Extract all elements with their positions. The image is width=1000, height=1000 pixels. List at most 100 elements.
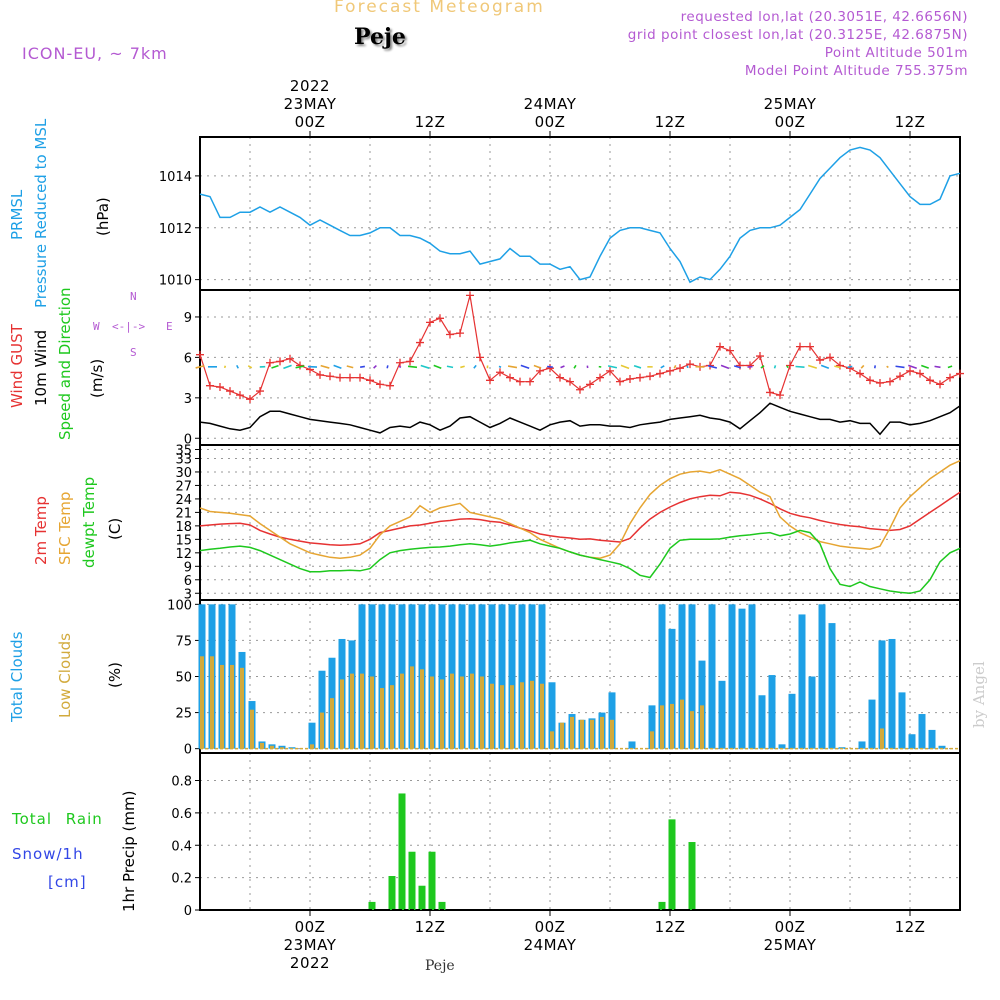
rain-bar bbox=[428, 851, 436, 910]
y-tick-label: 0.6 bbox=[171, 807, 192, 822]
gust-point bbox=[946, 373, 954, 382]
panel-frame bbox=[199, 752, 961, 911]
gust-point bbox=[286, 354, 294, 363]
time-tick-label: 12Z bbox=[415, 918, 446, 936]
low-clouds-bar bbox=[400, 673, 404, 749]
gust-point bbox=[956, 369, 964, 378]
gust-point bbox=[216, 383, 224, 392]
total-clouds-bar bbox=[548, 682, 556, 749]
total-clouds-bar bbox=[738, 608, 746, 749]
low-clouds-bar bbox=[490, 683, 494, 749]
gust-point bbox=[346, 373, 354, 382]
total-clouds-bar bbox=[818, 604, 826, 749]
gust-point bbox=[726, 346, 734, 355]
gust-point bbox=[316, 370, 324, 379]
wind-direction-arrow bbox=[620, 364, 630, 370]
gust-point bbox=[586, 380, 594, 389]
wind-direction-arrow bbox=[223, 365, 227, 369]
low-clouds-bar bbox=[370, 676, 374, 749]
time-tick-label: 00Z bbox=[295, 918, 326, 936]
wind-direction-arrow bbox=[760, 364, 765, 369]
low-clouds-bar bbox=[430, 676, 434, 749]
time-tick-label: 25MAY bbox=[764, 936, 817, 954]
low-clouds-bar bbox=[670, 703, 674, 749]
location-title: Peje bbox=[354, 24, 406, 50]
low-clouds-bar bbox=[410, 666, 414, 749]
wind-direction-arrow bbox=[295, 365, 305, 369]
total-clouds-bar bbox=[388, 604, 396, 749]
gust-point bbox=[566, 377, 574, 386]
total-clouds-bar bbox=[728, 604, 736, 749]
gust-point bbox=[826, 353, 834, 362]
gust-point bbox=[276, 357, 284, 366]
low-clouds-bar bbox=[590, 719, 594, 749]
y-tick-label: 75 bbox=[175, 634, 192, 649]
time-tick-label: 25MAY bbox=[764, 95, 817, 113]
y-tick-label: 15 bbox=[175, 533, 192, 548]
y-tick-label: 0.4 bbox=[171, 839, 192, 854]
total-clouds-bar bbox=[798, 614, 806, 749]
gust-point bbox=[746, 361, 754, 370]
low-clouds-bar bbox=[610, 719, 614, 749]
total-clouds-bar bbox=[488, 604, 496, 749]
low-clouds-bar bbox=[550, 731, 554, 749]
panel-frame bbox=[199, 444, 961, 601]
gust-point bbox=[226, 387, 234, 396]
time-tick-label: 00Z bbox=[775, 918, 806, 936]
info-point-altitude: Point Altitude 501m bbox=[824, 45, 968, 61]
wind-direction-arrow bbox=[433, 364, 442, 369]
low-clouds-bar bbox=[250, 709, 254, 749]
wind-direction-arrow bbox=[420, 364, 430, 369]
time-tick-label: 24MAY bbox=[524, 95, 577, 113]
dewpt-line bbox=[199, 529, 961, 595]
low-clouds-bar bbox=[270, 745, 274, 749]
wind-direction-arrow bbox=[283, 364, 292, 370]
total-clouds-bar bbox=[808, 676, 816, 749]
total-clouds-bar bbox=[498, 604, 506, 749]
total-clouds-bar bbox=[758, 695, 766, 749]
gust-point bbox=[576, 385, 584, 394]
wind-direction-arrow bbox=[386, 365, 389, 369]
gust-point bbox=[376, 380, 384, 389]
compass-w: W bbox=[93, 320, 100, 333]
wind-direction-arrow bbox=[895, 365, 905, 369]
low-clouds-bar bbox=[500, 685, 504, 749]
y-tick-label: 27 bbox=[175, 479, 192, 494]
gust-point bbox=[656, 369, 664, 378]
y-tick-label: 12 bbox=[175, 547, 192, 562]
footer-location: Peje bbox=[425, 958, 455, 974]
y-tick-label: 21 bbox=[175, 506, 192, 521]
low-clouds-bar bbox=[480, 676, 484, 749]
total-clouds-bar bbox=[518, 604, 526, 749]
y-tick-label: 1010 bbox=[159, 274, 192, 289]
gust-point bbox=[806, 342, 814, 351]
total-clouds-bar bbox=[308, 722, 316, 749]
gust-point bbox=[786, 361, 794, 370]
low-clouds-bar bbox=[320, 712, 324, 749]
low-clouds-bar bbox=[420, 669, 424, 749]
gust-point bbox=[256, 387, 264, 396]
total-clouds-bar bbox=[438, 604, 446, 749]
wind-direction-arrow bbox=[473, 364, 477, 369]
low-clouds-bar bbox=[520, 682, 524, 749]
gust-point bbox=[716, 342, 724, 351]
gust-point bbox=[756, 352, 764, 361]
rain-bar bbox=[688, 842, 696, 910]
gust-point bbox=[816, 356, 824, 365]
total-clouds-bar bbox=[928, 729, 936, 749]
low-clouds-bar bbox=[510, 685, 514, 749]
gust-point bbox=[426, 318, 434, 327]
rain-bar bbox=[668, 819, 676, 910]
gust-point bbox=[206, 381, 214, 390]
low-clouds-bar bbox=[600, 716, 604, 749]
total-clouds-bar bbox=[878, 640, 886, 749]
gust-point bbox=[366, 376, 374, 385]
wind-direction-arrow bbox=[407, 365, 418, 369]
y-tick-label: 9 bbox=[184, 311, 192, 326]
wind-direction-arrow bbox=[236, 364, 239, 369]
gust-point bbox=[926, 376, 934, 385]
time-tick-label: 23MAY bbox=[284, 95, 337, 113]
wind-direction-arrow bbox=[607, 365, 618, 369]
gust-point bbox=[486, 376, 494, 385]
temp2m-line bbox=[199, 491, 961, 546]
